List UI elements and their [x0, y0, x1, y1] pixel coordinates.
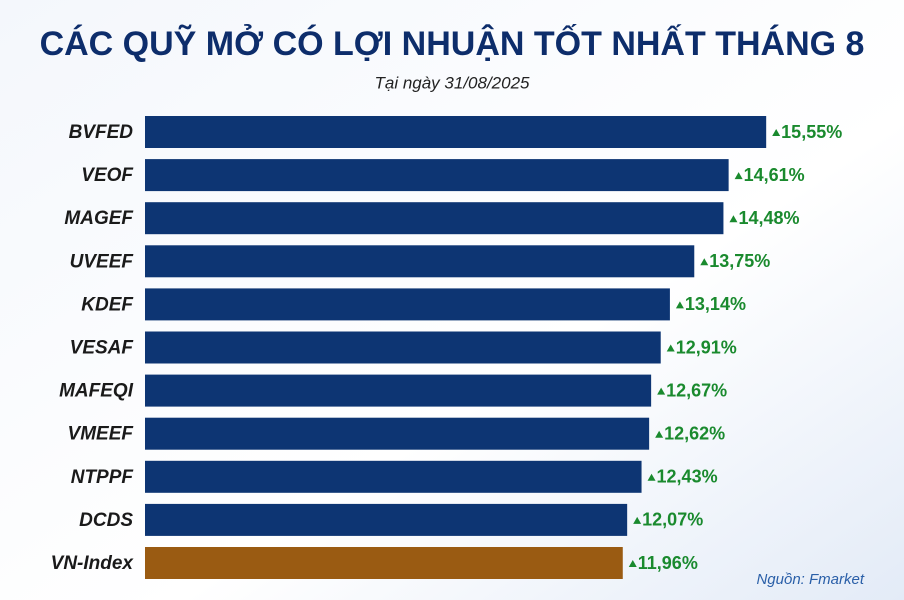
bar — [145, 331, 661, 364]
y-tick-label: KDEF — [81, 294, 134, 315]
bar — [145, 503, 628, 536]
y-tick-label: UVEEF — [70, 251, 135, 272]
bar — [145, 288, 670, 321]
value-label: 14,61% — [744, 165, 805, 185]
y-tick-label: VESAF — [70, 338, 135, 359]
y-tick-label: MAGEF — [64, 208, 134, 229]
y-tick-label: MAFEQI — [59, 381, 134, 402]
bar — [145, 460, 642, 493]
bar — [145, 116, 767, 148]
source-note: Nguồn: Fmarket — [756, 571, 864, 588]
value-label: 12,62% — [664, 423, 725, 443]
value-label: 12,67% — [666, 380, 727, 400]
up-arrow-icon — [700, 258, 709, 266]
y-tick-label: DCDS — [79, 510, 133, 531]
bar — [145, 202, 724, 235]
chart-title: CÁC QUỸ MỞ CÓ LỢI NHUẬN TỐT NHẤT THÁNG 8 — [40, 24, 865, 63]
bar — [145, 547, 623, 579]
value-label: 13,75% — [709, 251, 770, 271]
value-label: 13,14% — [685, 294, 746, 314]
value-label: 14,48% — [738, 208, 799, 228]
up-arrow-icon — [772, 129, 781, 136]
up-arrow-icon — [655, 430, 664, 438]
up-arrow-icon — [729, 215, 738, 223]
y-tick-label: NTPPF — [71, 467, 135, 488]
value-label: 11,96% — [638, 553, 698, 573]
value-label: 12,91% — [676, 337, 737, 357]
chart-subtitle: Tại ngày 31/08/2025 — [374, 73, 530, 92]
up-arrow-icon — [628, 560, 637, 567]
up-arrow-icon — [647, 473, 656, 481]
bar — [145, 417, 650, 450]
y-tick-label: VN-Index — [51, 553, 135, 574]
up-arrow-icon — [734, 172, 743, 180]
bar — [145, 159, 729, 192]
up-arrow-icon — [657, 387, 666, 395]
up-arrow-icon — [675, 301, 684, 309]
y-tick-label: BVFED — [69, 122, 134, 143]
value-label: 15,55% — [781, 122, 842, 142]
bar — [145, 245, 695, 278]
value-label: 12,43% — [657, 467, 718, 487]
value-label: 12,07% — [642, 510, 703, 530]
bar — [145, 374, 652, 407]
up-arrow-icon — [633, 516, 642, 524]
up-arrow-icon — [666, 344, 675, 352]
y-tick-label: VEOF — [81, 165, 134, 186]
y-tick-label: VMEEF — [68, 424, 135, 445]
